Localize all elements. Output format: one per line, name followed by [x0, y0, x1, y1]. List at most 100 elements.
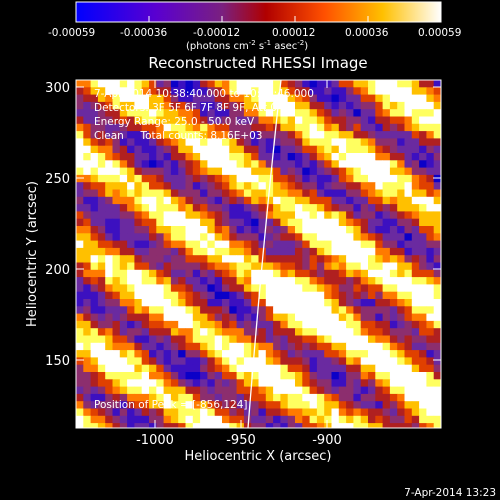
- image-pixel: [90, 306, 99, 314]
- image-pixel: [295, 255, 303, 263]
- image-pixel: [404, 189, 413, 198]
- image-pixel: [170, 262, 179, 271]
- image-pixel: [97, 233, 106, 241]
- image-pixel: [97, 401, 106, 409]
- image-pixel: [251, 364, 259, 373]
- image-pixel: [112, 87, 121, 95]
- image-pixel: [119, 204, 128, 212]
- image-pixel: [368, 80, 376, 88]
- image-pixel: [105, 94, 113, 103]
- image-pixel: [265, 131, 274, 139]
- image-pixel: [222, 364, 230, 373]
- image-pixel: [127, 131, 135, 139]
- image-pixel: [207, 153, 216, 161]
- image-pixel: [222, 401, 230, 409]
- image-pixel: [338, 386, 347, 395]
- annotations: 7-Apr-2014 10:38:40.000 to 10:42:46.000 …: [94, 88, 314, 411]
- image-pixel: [97, 174, 106, 183]
- image-pixel: [156, 204, 164, 212]
- image-pixel: [404, 101, 413, 110]
- image-pixel: [309, 364, 318, 373]
- image-pixel: [258, 291, 267, 300]
- image-pixel: [280, 87, 289, 95]
- image-pixel: [222, 335, 230, 344]
- image-pixel: [236, 116, 245, 125]
- image-pixel: [156, 167, 164, 176]
- image-pixel: [287, 299, 296, 307]
- image-pixel: [192, 167, 201, 176]
- image-pixel: [112, 196, 121, 205]
- image-pixel: [273, 423, 281, 428]
- image-pixel: [178, 153, 186, 161]
- image-pixel: [207, 364, 216, 373]
- image-pixel: [368, 123, 376, 132]
- image-pixel: [229, 211, 237, 220]
- image-pixel: [163, 138, 172, 147]
- image-pixel: [411, 364, 420, 373]
- image-pixel: [149, 138, 157, 147]
- image-pixel: [368, 379, 376, 387]
- image-pixel: [214, 233, 223, 241]
- image-pixel: [236, 379, 245, 387]
- image-pixel: [433, 299, 441, 307]
- image-pixel: [229, 364, 237, 373]
- image-pixel: [156, 226, 164, 234]
- image-pixel: [200, 101, 208, 110]
- image-pixel: [243, 255, 252, 263]
- image-pixel: [338, 80, 347, 88]
- image-pixel: [316, 145, 325, 154]
- image-pixel: [375, 247, 383, 256]
- image-pixel: [236, 247, 245, 256]
- image-pixel: [200, 116, 208, 125]
- image-pixel: [309, 342, 318, 351]
- image-pixel: [207, 109, 216, 117]
- image-pixel: [382, 138, 391, 147]
- image-pixel: [90, 101, 99, 110]
- image-pixel: [338, 415, 347, 424]
- image-pixel: [156, 240, 164, 249]
- image-pixel: [156, 80, 164, 88]
- image-pixel: [127, 262, 135, 271]
- image-pixel: [105, 204, 113, 212]
- image-pixel: [127, 247, 135, 256]
- image-pixel: [273, 313, 281, 322]
- image-pixel: [251, 313, 259, 322]
- image-pixel: [404, 364, 413, 373]
- image-pixel: [265, 350, 274, 358]
- image-pixel: [149, 145, 157, 154]
- image-pixel: [302, 233, 310, 241]
- image-pixel: [411, 357, 420, 366]
- image-pixel: [170, 204, 179, 212]
- image-pixel: [214, 182, 223, 190]
- image-pixel: [163, 160, 172, 168]
- image-pixel: [411, 401, 420, 409]
- image-pixel: [76, 262, 84, 271]
- image-pixel: [368, 372, 376, 380]
- image-pixel: [375, 291, 383, 300]
- image-pixel: [324, 277, 332, 285]
- solar-limb-line: [247, 80, 282, 428]
- image-pixel: [426, 80, 435, 88]
- image-pixel: [163, 189, 172, 198]
- image-pixel: [258, 109, 267, 117]
- image-pixel: [287, 204, 296, 212]
- image-pixel: [324, 372, 332, 380]
- image-pixel: [185, 408, 194, 417]
- image-pixel: [141, 328, 150, 336]
- image-pixel: [112, 233, 121, 241]
- image-pixel: [243, 160, 252, 168]
- image-pixel: [83, 423, 91, 428]
- image-pixel: [178, 247, 186, 256]
- image-pixel: [324, 342, 332, 351]
- image-pixel: [112, 80, 121, 88]
- image-pixel: [331, 255, 340, 263]
- image-pixel: [353, 218, 362, 227]
- image-pixel: [156, 233, 164, 241]
- image-pixel: [163, 131, 172, 139]
- image-pixel: [214, 211, 223, 220]
- image-pixel: [338, 116, 347, 125]
- image-pixel: [258, 393, 267, 402]
- image-pixel: [251, 262, 259, 271]
- image-pixel: [331, 123, 340, 132]
- image-pixel: [192, 357, 201, 366]
